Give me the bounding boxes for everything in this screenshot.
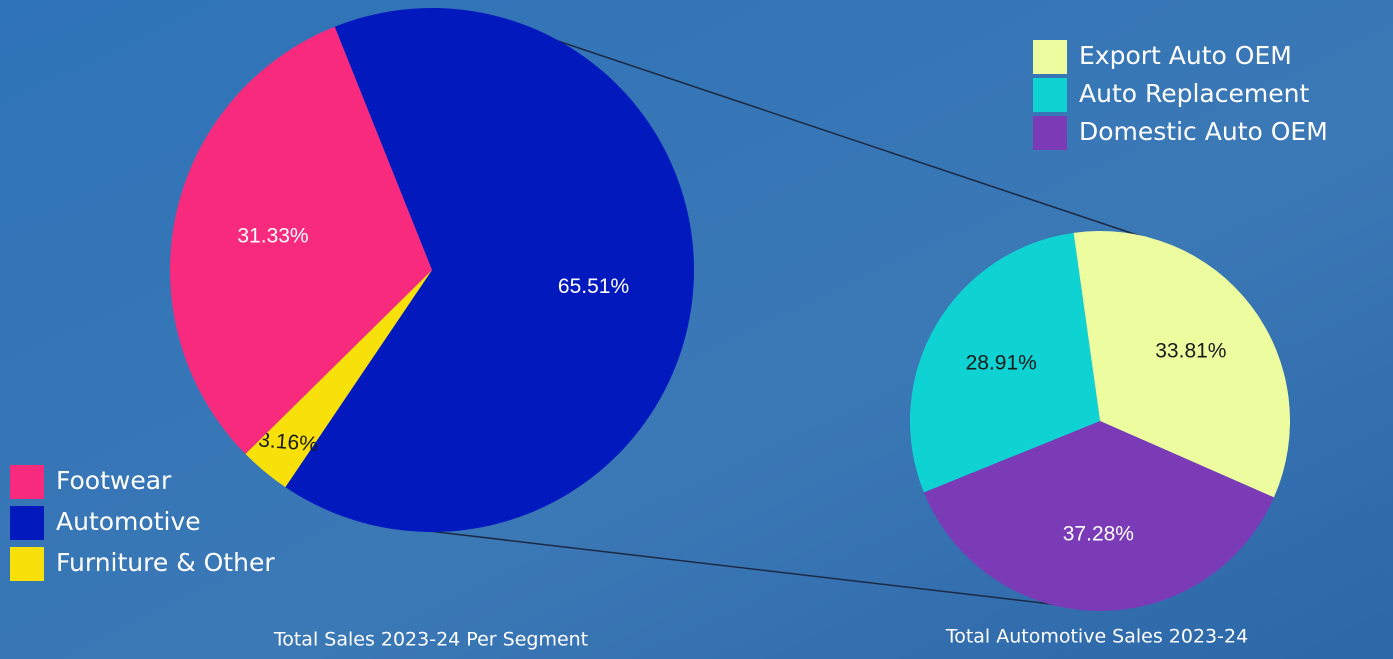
data-label: 65.51% <box>558 275 629 298</box>
legend-label: Furniture & Other <box>56 548 275 577</box>
data-label: 28.91% <box>966 352 1037 375</box>
legend-swatch <box>1033 78 1067 112</box>
legend-label: Auto Replacement <box>1079 79 1309 108</box>
legend-label: Export Auto OEM <box>1079 41 1292 70</box>
chart-title: Total Sales 2023-24 Per Segment <box>273 629 588 651</box>
legend-swatch <box>1033 116 1067 150</box>
legend-swatch <box>10 547 44 581</box>
legend-swatch <box>10 465 44 499</box>
legend-label: Footwear <box>56 466 172 495</box>
chart: Total Sales 2023-24 Per Segment Total Au… <box>0 0 1393 659</box>
legend-swatch <box>10 506 44 540</box>
legend-label: Domestic Auto OEM <box>1079 117 1328 146</box>
legend-label: Automotive <box>56 507 201 536</box>
page: Total Sales 2023-24 Per Segment Total Au… <box>0 0 1393 659</box>
data-label: 31.33% <box>237 224 308 247</box>
data-label: 37.28% <box>1063 523 1134 546</box>
data-label: 33.81% <box>1155 340 1226 363</box>
chart-title: Total Automotive Sales 2023-24 <box>945 626 1248 648</box>
legend-swatch <box>1033 40 1067 74</box>
